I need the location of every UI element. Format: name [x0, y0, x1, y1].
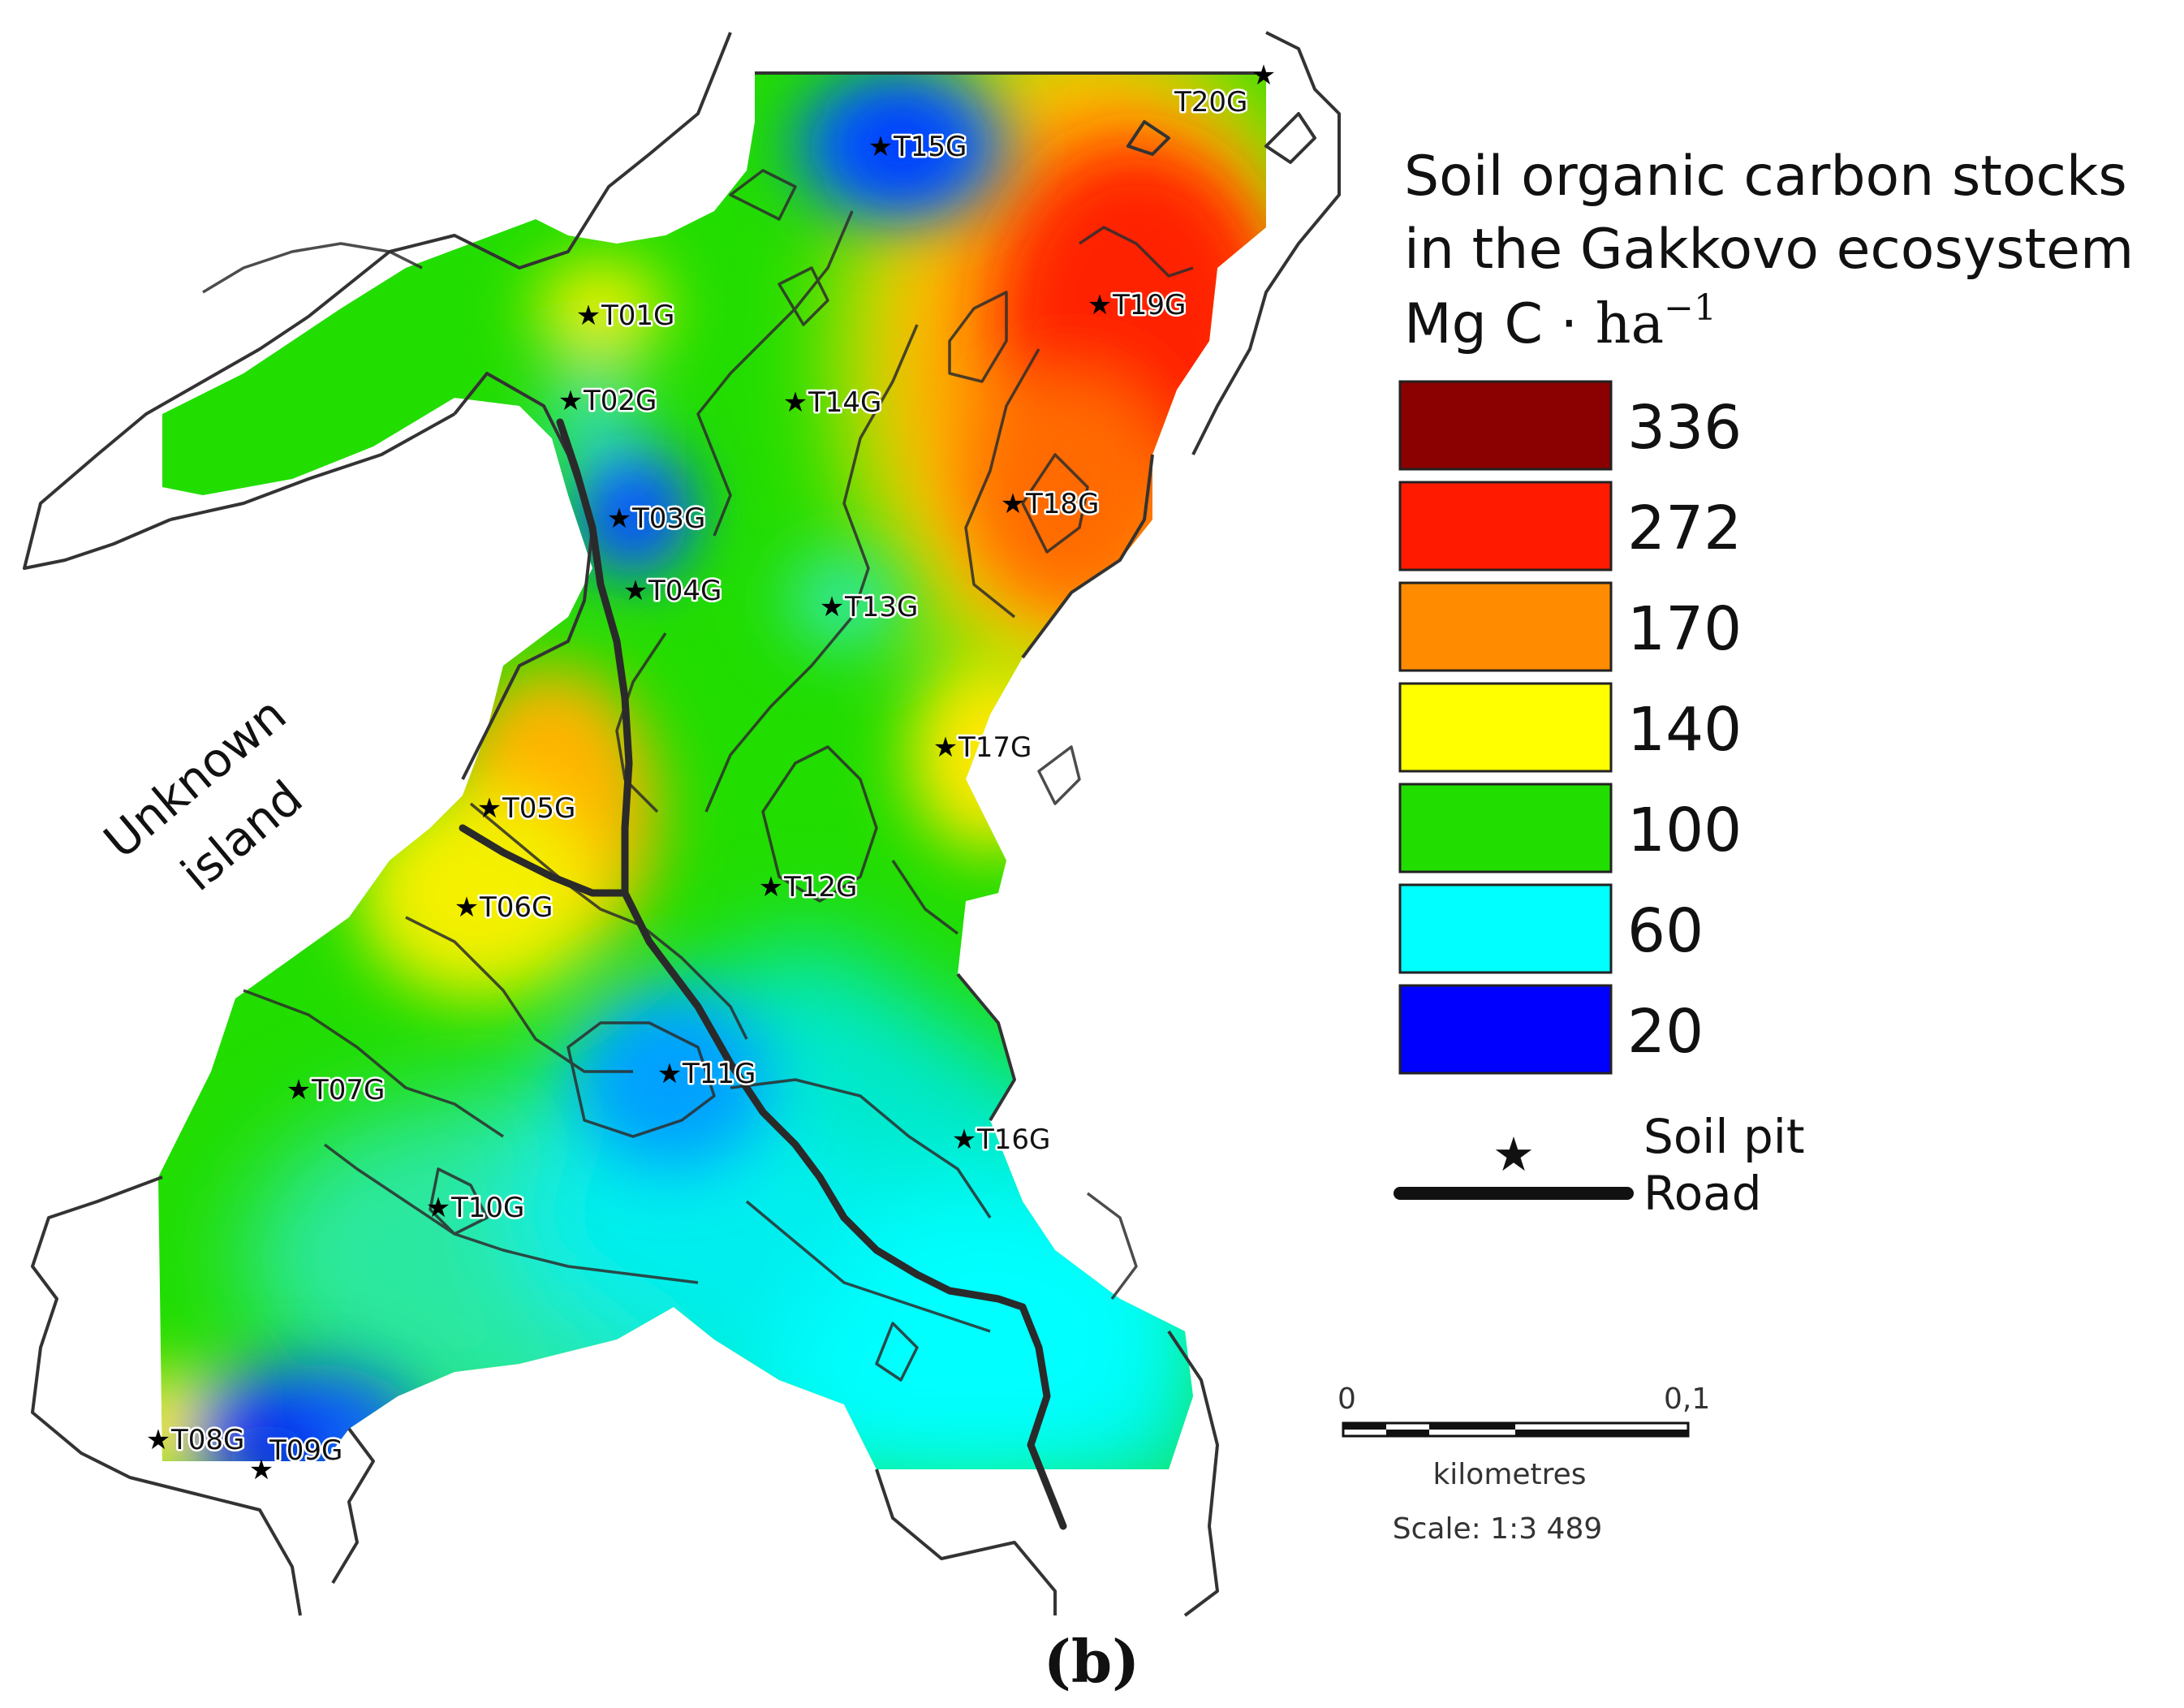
soil-pit-label-t08g: T08G [170, 1424, 244, 1456]
legend-road-label: Road [1643, 1166, 1762, 1221]
soil-pit-label-t17g: T17G [958, 731, 1032, 764]
soil-pit-icon-t12g: ★ [759, 871, 783, 904]
scale-unit: kilometres [1432, 1458, 1586, 1491]
scale-seg-1 [1343, 1423, 1386, 1430]
soil-pit-label-t01g: T01G [601, 300, 674, 332]
scale-bar: 0 0,1 kilometres Scale: 1:3 489 [1338, 1382, 1710, 1546]
road-spur [459, 824, 629, 897]
soil-pit-label-t05g: T05G [502, 792, 575, 825]
soil-pit-label-t04g: T04G [648, 575, 722, 607]
soil-pit-label-t07g: T07G [311, 1074, 385, 1106]
scale-start: 0 [1338, 1382, 1356, 1416]
panel-label: (b) [1044, 1627, 1139, 1696]
soil-pit-icon-t01g: ★ [576, 300, 601, 332]
legend-unit-main: Mg C · [1404, 292, 1596, 356]
soil-pit-icon-t20g: ★ [1251, 59, 1276, 92]
legend-soil-pit-icon: ★ [1493, 1127, 1535, 1182]
soil-pit-icon-t17g: ★ [933, 731, 958, 764]
soil-pit-label-t18g: T18G [1025, 488, 1099, 520]
soil-pit-icon-t11g: ★ [657, 1058, 682, 1090]
soil-pit-icon-t19g: ★ [1088, 289, 1112, 321]
legend-swatch-272 [1398, 481, 1613, 571]
soil-pit-label-t19g: T19G [1112, 289, 1186, 321]
legend-value-140: 140 [1627, 695, 1742, 765]
soil-pit-label-t15g: T15G [893, 131, 967, 163]
soil-pit-label-t13g: T13G [844, 591, 918, 623]
legend-unit: Mg C · ha−1 [1404, 287, 1717, 356]
vegetation-contours [202, 169, 1194, 1382]
soil-pit-label-t16g: T16G [976, 1124, 1050, 1156]
legend-classes: 336 272 170 140 100 60 20 [1398, 380, 1742, 1075]
legend-swatch-60 [1398, 883, 1613, 974]
soil-pit-label-t20g: T20G [1174, 86, 1247, 119]
soil-pit-icon-t09g: ★ [249, 1454, 274, 1486]
legend-value-20: 20 [1627, 997, 1704, 1067]
legend-value-100: 100 [1627, 796, 1742, 865]
soil-pit-icon-t10g: ★ [426, 1192, 450, 1224]
legend: Soil organic carbon stocks in the Gakkov… [1394, 144, 2134, 1221]
soil-pit-label-t03g: T03G [631, 502, 705, 535]
soil-pit-label-t02g: T02G [583, 385, 657, 417]
soil-pit-label-t06g: T06G [479, 891, 553, 924]
soc-interpolation-surface [158, 73, 1266, 1469]
legend-swatch-20 [1398, 984, 1613, 1075]
legend-value-170: 170 [1627, 594, 1742, 664]
legend-value-272: 272 [1627, 494, 1742, 563]
legend-swatch-336 [1398, 380, 1613, 471]
soil-pit-icon-t13g: ★ [820, 591, 844, 623]
legend-value-336: 336 [1627, 393, 1742, 463]
soil-pit-icon-t04g: ★ [623, 575, 648, 607]
soil-pit-icon-t05g: ★ [477, 792, 502, 825]
soil-pit-icon-t08g: ★ [146, 1424, 170, 1456]
legend-soil-pit-label: Soil pit [1643, 1109, 1805, 1164]
road [556, 418, 1067, 1530]
scale-seg-3 [1429, 1423, 1515, 1430]
legend-swatch-170 [1398, 581, 1613, 672]
soil-pit-icon-t06g: ★ [454, 891, 479, 924]
soil-pit-label-t12g: T12G [783, 871, 857, 904]
legend-title-line2: in the Gakkovo ecosystem [1404, 218, 2134, 282]
soil-pit-icon-t14g: ★ [783, 386, 808, 419]
soil-pits-layer: ★ T01G★ T02G★ T03G★ T04G★ T05G★ T06G★ T07G★ T08G… [146, 59, 1276, 1486]
legend-unit-base: ha [1596, 292, 1664, 356]
legend-title-line1: Soil organic carbon stocks [1404, 144, 2127, 209]
soil-pit-label-t11g: T11G [682, 1058, 756, 1090]
soil-pit-label-t10g: T10G [450, 1192, 524, 1224]
soil-pit-icon-t03g: ★ [607, 502, 631, 535]
soil-pit-label-t09g: T09G [269, 1434, 342, 1467]
scale-end: 0,1 [1664, 1382, 1710, 1416]
soil-pit-label-t14g: T14G [808, 386, 881, 419]
soil-pit-icon-t15g: ★ [868, 131, 893, 163]
scale-seg-2 [1386, 1430, 1429, 1436]
legend-swatch-100 [1398, 783, 1613, 873]
scale-seg-4 [1515, 1430, 1688, 1436]
scale-ratio: Scale: 1:3 489 [1393, 1512, 1603, 1546]
legend-unit-exp: −1 [1664, 287, 1717, 329]
soil-pit-icon-t16g: ★ [952, 1124, 976, 1156]
legend-swatch-140 [1398, 682, 1613, 773]
soil-pit-icon-t07g: ★ [286, 1074, 311, 1106]
legend-value-60: 60 [1627, 896, 1704, 966]
coastline-outlines [23, 31, 1341, 1617]
soil-pit-icon-t02g: ★ [558, 385, 583, 417]
soil-pit-icon-t18g: ★ [1001, 488, 1025, 520]
